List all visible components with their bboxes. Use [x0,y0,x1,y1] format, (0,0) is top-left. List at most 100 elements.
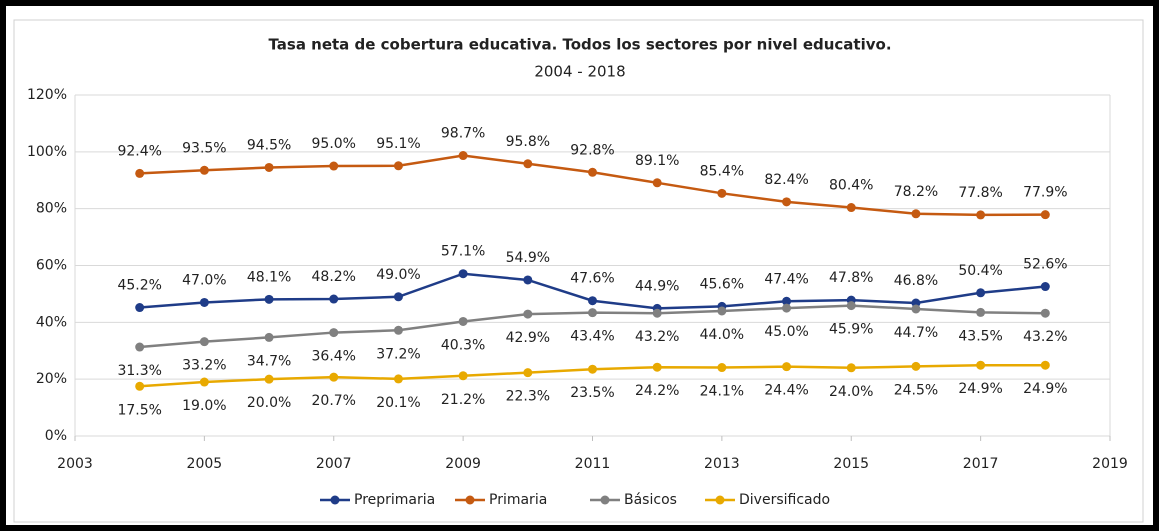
point [329,328,339,338]
data-label: 21.2% [441,392,485,408]
point [329,294,339,304]
y-tick-label: 80% [36,201,67,217]
y-tick-label: 20% [36,371,67,387]
y-tick-label: 60% [36,258,67,274]
data-label: 49.0% [376,267,420,283]
x-tick-label: 2019 [1092,456,1128,472]
data-label: 43.4% [570,329,614,345]
data-label: 24.9% [1023,381,1067,397]
point [1040,360,1050,370]
x-tick-label: 2013 [704,456,740,472]
data-label: 43.2% [635,329,679,345]
legend-label: Diversificado [739,492,830,508]
data-label: 47.6% [570,271,614,287]
point [523,275,533,285]
x-tick-label: 2007 [316,456,352,472]
legend-marker [715,495,725,505]
point [976,307,986,317]
data-label: 33.2% [182,358,226,374]
point [393,325,403,335]
data-label: 50.4% [958,263,1002,279]
data-label: 45.2% [117,278,161,294]
point [782,362,792,372]
data-label: 24.5% [894,382,938,398]
point [523,159,533,169]
data-label: 37.2% [376,346,420,362]
data-label: 48.2% [312,269,356,285]
chart-subtitle: 2004 - 2018 [534,63,625,81]
point [588,296,597,306]
data-label: 92.8% [570,142,614,158]
point [329,372,339,382]
data-label: 77.9% [1023,185,1067,201]
data-label: 44.0% [700,327,744,343]
data-label: 95.0% [312,136,356,152]
data-label: 92.4% [117,143,161,159]
data-label: 54.9% [506,250,550,266]
point [911,304,921,314]
data-label: 98.7% [441,126,485,142]
data-label: 57.1% [441,244,485,260]
legend-label: Básicos [624,492,677,508]
point [458,371,468,381]
data-label: 77.8% [958,185,1002,201]
point [199,337,209,347]
legend-marker [330,495,340,505]
point [846,301,856,311]
data-label: 95.1% [376,136,420,152]
data-label: 45.0% [764,324,808,340]
point [135,381,145,391]
point [717,363,727,373]
point [135,168,145,178]
data-label: 85.4% [700,163,744,179]
x-tick-label: 2003 [57,456,93,472]
point [199,165,209,175]
data-label: 52.6% [1023,257,1067,273]
data-label: 94.5% [247,137,291,153]
data-label: 43.2% [1023,329,1067,345]
point [846,363,856,373]
legend-marker [600,495,610,505]
data-label: 44.9% [635,278,679,294]
point [264,332,274,342]
point [523,368,533,378]
data-label: 45.6% [700,276,744,292]
point [264,294,274,304]
point [911,209,921,219]
point [652,308,662,318]
x-tick-label: 2005 [187,456,223,472]
x-tick-label: 2015 [833,456,869,472]
point [458,269,468,279]
chart-title: Tasa neta de cobertura educativa. Todos … [268,36,891,54]
point [199,377,209,387]
y-tick-label: 100% [27,144,67,160]
point [264,162,274,172]
point [458,316,468,326]
legend-marker [465,495,475,505]
data-label: 24.4% [764,383,808,399]
data-label: 47.8% [829,270,873,286]
point [588,364,597,374]
data-label: 24.0% [829,384,873,400]
data-label: 47.4% [764,271,808,287]
data-label: 45.9% [829,322,873,338]
data-label: 40.3% [441,337,485,353]
legend-label: Preprimaria [354,492,435,508]
point [846,203,856,213]
y-tick-label: 40% [36,314,67,330]
x-tick-label: 2011 [575,456,611,472]
y-tick-label: 120% [27,87,67,103]
point [1040,308,1050,318]
data-label: 20.7% [312,393,356,409]
point [393,374,403,384]
data-label: 43.5% [958,328,1002,344]
data-label: 34.7% [247,353,291,369]
x-tick-label: 2009 [445,456,481,472]
legend-label: Primaria [489,492,547,508]
y-tick-label: 0% [45,428,67,444]
point [393,292,403,302]
data-label: 24.1% [700,384,744,400]
chart-area [13,19,1144,523]
data-label: 95.8% [506,134,550,150]
